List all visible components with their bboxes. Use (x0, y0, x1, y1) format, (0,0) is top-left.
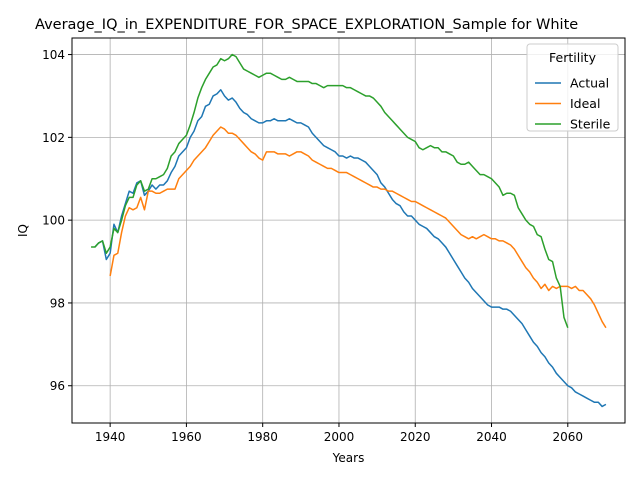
series-line-sterile (91, 53, 569, 329)
x-tick-label: 2060 (553, 430, 584, 444)
legend-box (526, 43, 619, 132)
axis-ticks: 1940 1960 1980 2000 2020 2040 2060 96 98 100 102 10… (42, 48, 583, 444)
y-tick-label: 96 (50, 379, 65, 393)
y-axis-label: IQ (16, 224, 30, 237)
x-tick-label: 1980 (247, 430, 278, 444)
series-line-actual (94, 89, 607, 408)
legend-label-actual: Actual (570, 76, 609, 91)
y-tick-label: 100 (42, 214, 65, 228)
grid (72, 38, 625, 423)
chart-title: Average_IQ_in_EXPENDITURE_FOR_SPACE_EXPL… (35, 17, 578, 33)
legend-title: Fertility (549, 50, 597, 65)
series-lines (91, 53, 607, 408)
x-tick-label: 1940 (95, 430, 126, 444)
legend-label-sterile: Sterile (570, 117, 611, 132)
x-tick-label: 1960 (171, 430, 202, 444)
legend-label-ideal: Ideal (570, 96, 600, 111)
y-tick-label: 102 (42, 131, 65, 145)
x-tick-label: 2020 (400, 430, 431, 444)
legend: Fertility Actual Ideal Sterile (526, 43, 619, 132)
x-tick-label: 2040 (476, 430, 507, 444)
plot-frame (71, 37, 626, 424)
y-tick-label: 104 (42, 48, 65, 62)
series-line-ideal (109, 126, 607, 329)
legend-entries: Actual Ideal Sterile (535, 76, 611, 132)
x-axis-label: Years (332, 451, 365, 465)
x-tick-label: 2000 (324, 430, 355, 444)
y-tick-label: 98 (50, 296, 65, 310)
